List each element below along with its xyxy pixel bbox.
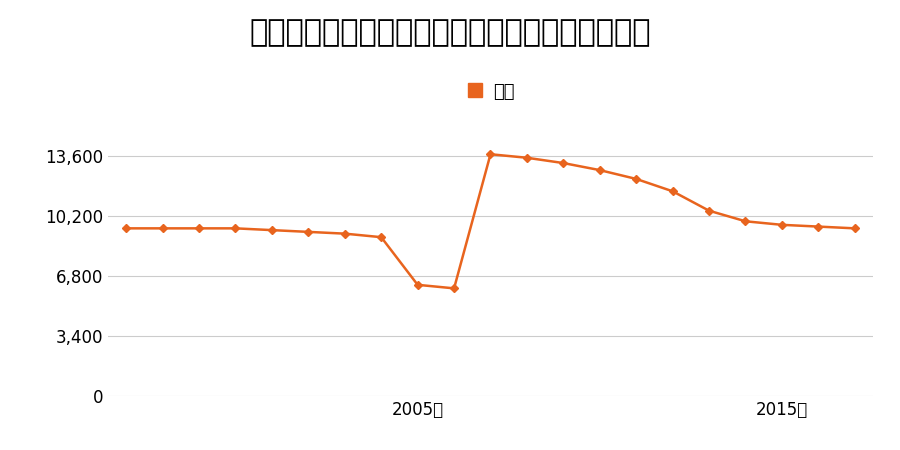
- Legend: 価格: 価格: [459, 76, 522, 108]
- 価格: [667, 189, 678, 194]
- Text: 青森県上北郡東北町字大平１番１４４の地価推移: 青森県上北郡東北町字大平１番１４４の地価推移: [249, 18, 651, 47]
- 価格: [558, 160, 569, 166]
- 価格: [121, 225, 131, 231]
- 価格: [777, 222, 788, 228]
- 価格: [813, 224, 824, 230]
- 価格: [412, 282, 423, 288]
- 価格: [303, 229, 314, 234]
- 価格: [449, 286, 460, 291]
- 価格: [521, 155, 532, 161]
- 価格: [740, 219, 751, 224]
- 価格: [376, 234, 387, 240]
- Line: 価格: 価格: [123, 152, 858, 291]
- 価格: [704, 208, 715, 213]
- 価格: [594, 167, 605, 173]
- 価格: [485, 152, 496, 157]
- 価格: [230, 225, 241, 231]
- 価格: [850, 225, 860, 231]
- 価格: [631, 176, 642, 182]
- 価格: [194, 225, 204, 231]
- 価格: [339, 231, 350, 236]
- 価格: [158, 225, 168, 231]
- 価格: [266, 227, 277, 233]
